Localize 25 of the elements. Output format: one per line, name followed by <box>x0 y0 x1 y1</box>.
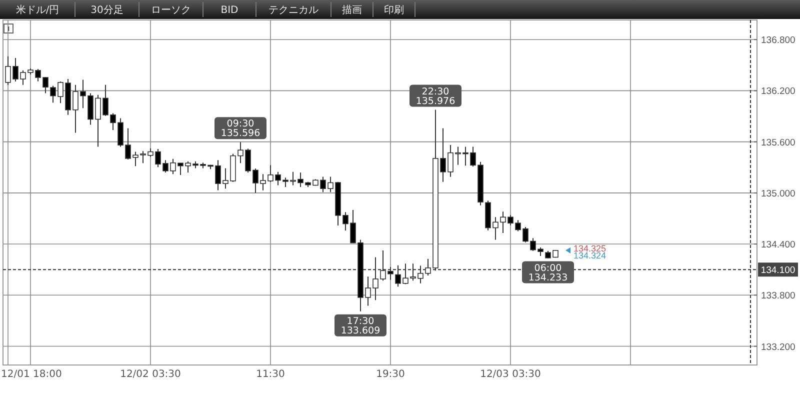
text: 描画 <box>342 4 362 16</box>
x-tick-label: 19:30 <box>376 369 405 380</box>
x-tick-label: 12/01 18:00 <box>1 369 62 380</box>
y-tick-label: 134.400 <box>761 240 796 251</box>
chart-title: 米ドル/円 <box>16 4 60 16</box>
annotation: 134.325 134.324 <box>574 243 606 260</box>
text: 30分足 <box>90 4 124 16</box>
text: テクニカル <box>268 5 318 16</box>
annotation: 09:30 135.596 <box>220 118 260 140</box>
text: 印刷 <box>384 4 404 16</box>
annotation: 17:30 133.609 <box>340 316 380 336</box>
y-tick-label: 133.200 <box>761 342 796 353</box>
x-tick-label: 12/02 03:30 <box>120 369 181 380</box>
text: BID <box>220 5 239 16</box>
x-tick-label: 12/03 03:30 <box>480 369 541 380</box>
y-tick-label: 133.800 <box>761 290 796 302</box>
text: ローソク <box>151 5 191 16</box>
x-tick-label: 11:30 <box>256 369 285 380</box>
y-tick-label: 136.200 <box>761 86 796 98</box>
annotation: 06:00 134.233 <box>528 262 568 284</box>
y-tick-label: 135.600 <box>761 137 796 148</box>
annotation: 22:30 135.976 <box>416 86 456 107</box>
y-tick-label: 135.000 <box>761 188 796 200</box>
y-tick-label: 136.800 <box>761 35 796 46</box>
ref-line-label: 134.100 <box>760 265 796 276</box>
